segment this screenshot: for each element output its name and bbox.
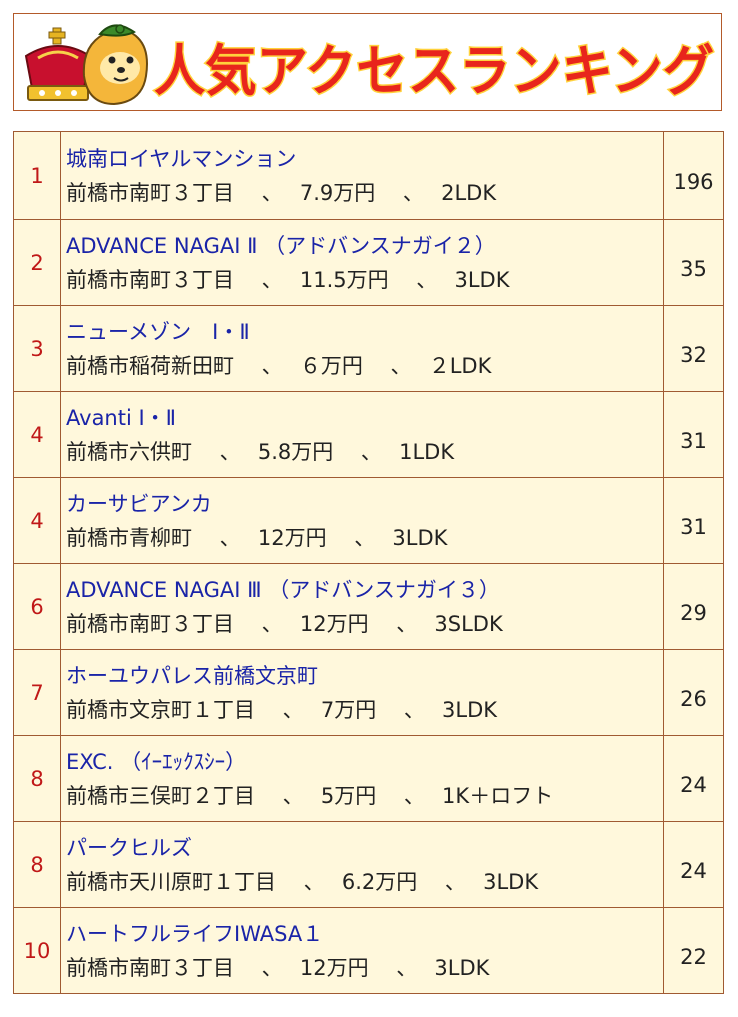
property-details: 前橋市六供町 、 5.8万円 、 1LDK xyxy=(66,439,455,464)
property-info-cell: カーサビアンカ前橋市青柳町 、 12万円 、 3LDK xyxy=(60,477,664,564)
access-count: 26 xyxy=(663,649,724,736)
property-name-link[interactable]: ハートフルライフIWASA１ xyxy=(66,921,324,946)
property-name-link[interactable]: ADVANCE NAGAI Ⅲ （アドバンスナガイ３） xyxy=(66,577,500,602)
ranking-title: 人気アクセスランキング xyxy=(153,38,716,105)
property-details: 前橋市天川原町１丁目 、 6.2万円 、 3LDK xyxy=(66,869,539,894)
access-count: 22 xyxy=(663,907,724,994)
property-name-link[interactable]: 城南ロイヤルマンション xyxy=(66,146,297,171)
ranking-row[interactable]: 7 ホーユウパレス前橋文京町 前橋市文京町１丁目 、 7万円 、 3LDK 26 xyxy=(13,649,724,736)
access-count: 31 xyxy=(663,477,724,564)
property-info-cell: Avanti Ⅰ・Ⅱ 前橋市六供町 、 5.8万円 、 1LDK xyxy=(60,391,664,478)
ranking-row[interactable]: 1 城南ロイヤルマンション 前橋市南町３丁目 、 7.9万円 、 2LDK 196 xyxy=(13,131,724,220)
rank-number: 4 xyxy=(13,477,61,564)
ranking-row[interactable]: 2 ADVANCE NAGAI Ⅱ （アドバンスナガイ２） 前橋市南町３丁目 、 1… xyxy=(13,219,724,306)
access-count: 29 xyxy=(663,563,724,650)
property-info-cell: 城南ロイヤルマンション前橋市南町３丁目 、 7.9万円 、 2LDK xyxy=(60,131,664,220)
crown-icon xyxy=(24,27,92,101)
access-count: 196 xyxy=(663,131,724,220)
mascot-icon xyxy=(82,24,148,106)
ranking-row[interactable]: 3 ニューメゾン Ⅰ・Ⅱ 前橋市稲荷新田町 、 ６万円 、 ２LDK 32 xyxy=(13,305,724,392)
rank-number: 6 xyxy=(13,563,61,650)
ranking-row[interactable]: 8 パークヒルズ 前橋市天川原町１丁目 、 6.2万円 、 3LDK 24 xyxy=(13,821,724,908)
ranking-row[interactable]: 10 ハートフルライフIWASA１ 前橋市南町３丁目 、 12万円 、 3LDK 22 xyxy=(13,907,724,994)
property-info-cell: ニューメゾン Ⅰ・Ⅱ 前橋市稲荷新田町 、 ６万円 、 ２LDK xyxy=(60,305,664,392)
rank-number: 2 xyxy=(13,219,61,306)
property-details: 前橋市南町３丁目 、 12万円 、 3LDK xyxy=(66,955,490,980)
property-details: 前橋市稲荷新田町 、 ６万円 、 ２LDK xyxy=(66,353,492,378)
rank-number: 3 xyxy=(13,305,61,392)
rank-number: 10 xyxy=(13,907,61,994)
property-name-link[interactable]: ADVANCE NAGAI Ⅱ （アドバンスナガイ２） xyxy=(66,233,496,258)
property-details: 前橋市文京町１丁目 、 7万円 、 3LDK xyxy=(66,697,498,722)
ranking-title-text: 人気アクセスランキング xyxy=(154,39,714,103)
ranking-row[interactable]: 4 カーサビアンカ 前橋市青柳町 、 12万円 、 3LDK 31 xyxy=(13,477,724,564)
property-info-cell: ホーユウパレス前橋文京町前橋市文京町１丁目 、 7万円 、 3LDK xyxy=(60,649,664,736)
ranking-row[interactable]: 6 ADVANCE NAGAI Ⅲ （アドバンスナガイ３） 前橋市南町３丁目 、 1… xyxy=(13,563,724,650)
property-details: 前橋市青柳町 、 12万円 、 3LDK xyxy=(66,525,448,550)
property-name-link[interactable]: EXC. （ｲｰｴｯｸｽｼｰ） xyxy=(66,749,247,774)
ranking-row[interactable]: 4 Avanti Ⅰ・Ⅱ 前橋市六供町 、 5.8万円 、 1LDK 31 xyxy=(13,391,724,478)
ranking-row[interactable]: 8 EXC. （ｲｰｴｯｸｽｼｰ） 前橋市三俣町２丁目 、 5万円 、 1K＋ロフト… xyxy=(13,735,724,822)
rank-number: 7 xyxy=(13,649,61,736)
property-info-cell: パークヒルズ前橋市天川原町１丁目 、 6.2万円 、 3LDK xyxy=(60,821,664,908)
property-details: 前橋市南町３丁目 、 7.9万円 、 2LDK xyxy=(66,180,497,205)
rank-number: 1 xyxy=(13,131,61,220)
property-info-cell: ADVANCE NAGAI Ⅲ （アドバンスナガイ３） 前橋市南町３丁目 、 12… xyxy=(60,563,664,650)
ranking-header-banner: 人気アクセスランキング xyxy=(13,13,722,111)
property-info-cell: ハートフルライフIWASA１ 前橋市南町３丁目 、 12万円 、 3LDK xyxy=(60,907,664,994)
property-name-link[interactable]: ホーユウパレス前橋文京町 xyxy=(66,663,318,688)
access-ranking-table: 1 城南ロイヤルマンション 前橋市南町３丁目 、 7.9万円 、 2LDK 196 2 A… xyxy=(13,131,724,994)
access-count: 24 xyxy=(663,735,724,822)
rank-number: 8 xyxy=(13,735,61,822)
access-count: 24 xyxy=(663,821,724,908)
property-info-cell: ADVANCE NAGAI Ⅱ （アドバンスナガイ２） 前橋市南町３丁目 、 11… xyxy=(60,219,664,306)
property-name-link[interactable]: パークヒルズ xyxy=(66,835,192,860)
property-info-cell: EXC. （ｲｰｴｯｸｽｼｰ） 前橋市三俣町２丁目 、 5万円 、 1K＋ロフト xyxy=(60,735,664,822)
rank-number: 8 xyxy=(13,821,61,908)
property-details: 前橋市南町３丁目 、 11.5万円 、 3LDK xyxy=(66,267,510,292)
access-count: 32 xyxy=(663,305,724,392)
property-details: 前橋市三俣町２丁目 、 5万円 、 1K＋ロフト xyxy=(66,783,554,808)
access-count: 31 xyxy=(663,391,724,478)
property-name-link[interactable]: ニューメゾン Ⅰ・Ⅱ xyxy=(66,319,250,344)
property-name-link[interactable]: カーサビアンカ xyxy=(66,491,212,516)
property-name-link[interactable]: Avanti Ⅰ・Ⅱ xyxy=(66,405,177,430)
access-count: 35 xyxy=(663,219,724,306)
rank-number: 4 xyxy=(13,391,61,478)
property-details: 前橋市南町３丁目 、 12万円 、 3SLDK xyxy=(66,611,503,636)
